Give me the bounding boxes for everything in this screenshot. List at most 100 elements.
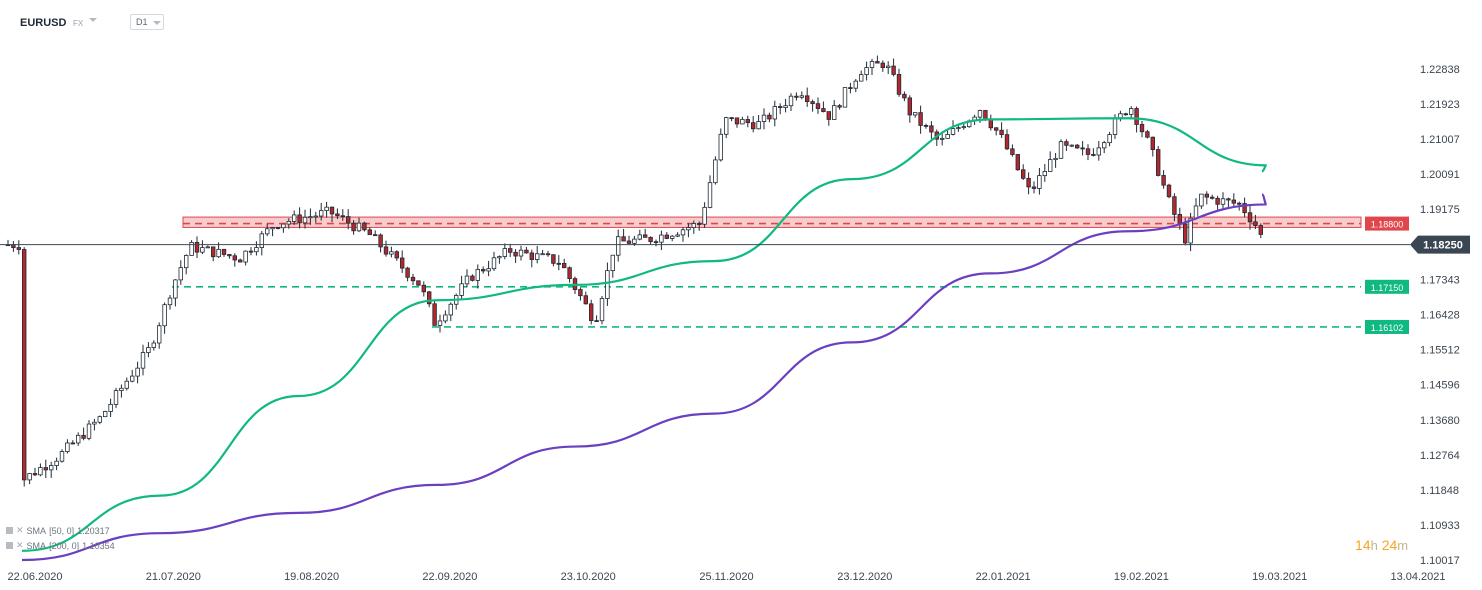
- candle: [119, 387, 124, 391]
- x-tick-label: 22.06.2020: [7, 571, 62, 583]
- candle: [880, 62, 885, 68]
- close-icon[interactable]: ✕: [16, 540, 24, 550]
- y-tick-label: 1.13680: [1420, 415, 1460, 427]
- candle: [65, 442, 70, 452]
- candle: [718, 133, 723, 161]
- candle: [956, 127, 961, 130]
- x-tick-label: 22.09.2020: [422, 571, 477, 583]
- candle: [1134, 108, 1139, 125]
- sma50-line: [21, 117, 1268, 552]
- candle: [243, 250, 248, 263]
- candle: [200, 247, 205, 253]
- candle: [221, 248, 227, 255]
- candle: [686, 227, 691, 231]
- y-tick-label: 1.19175: [1420, 204, 1460, 216]
- candle: [1069, 144, 1074, 147]
- candle: [86, 423, 92, 439]
- candle: [853, 80, 858, 89]
- settings-icon[interactable]: [6, 542, 13, 549]
- current-price-label: 1.18250: [1423, 240, 1463, 252]
- chevron-down-icon[interactable]: [89, 18, 97, 22]
- candle: [480, 269, 486, 272]
- y-tick-label: 1.14596: [1420, 380, 1460, 392]
- candle: [156, 325, 162, 344]
- candle: [945, 134, 950, 139]
- candle: [724, 117, 729, 135]
- candle: [178, 267, 183, 281]
- timeframe-select[interactable]: D1: [130, 14, 164, 30]
- candle-countdown: 14h 24m: [1355, 537, 1408, 553]
- candle: [691, 223, 696, 229]
- legend-sma200[interactable]: ✕ SMA [200, 0] 1.10354: [6, 540, 115, 551]
- candle: [1215, 197, 1220, 205]
- candle: [1253, 221, 1258, 226]
- candle: [43, 467, 48, 471]
- symbol-label[interactable]: EURUSD: [20, 17, 67, 29]
- candle: [49, 465, 54, 471]
- candle: [1112, 118, 1118, 135]
- candle: [54, 460, 59, 466]
- settings-icon[interactable]: [6, 527, 13, 534]
- candle: [551, 254, 556, 264]
- candle: [1193, 205, 1199, 219]
- countdown-minutes-unit: m: [1397, 538, 1409, 553]
- candle: [113, 390, 119, 405]
- candle: [389, 251, 394, 255]
- candle: [324, 206, 329, 212]
- candle: [1053, 157, 1058, 161]
- candle: [32, 473, 38, 476]
- candle: [399, 257, 405, 269]
- chevron-down-icon: [153, 21, 161, 25]
- candle: [810, 101, 815, 105]
- candle: [264, 228, 270, 235]
- candle: [210, 246, 216, 258]
- candle: [1150, 136, 1155, 150]
- candle: [335, 213, 340, 217]
- candle: [664, 234, 669, 239]
- candle: [659, 234, 664, 243]
- candle: [205, 246, 210, 249]
- level-tag-label: 1.18800: [1371, 220, 1404, 230]
- candle: [1129, 108, 1134, 115]
- candle: [151, 342, 156, 348]
- candle: [913, 112, 918, 116]
- candle: [1177, 214, 1182, 225]
- candle: [92, 421, 97, 425]
- candle: [1220, 198, 1226, 205]
- candle: [378, 234, 383, 248]
- candle: [761, 114, 767, 122]
- candle: [875, 61, 880, 64]
- candle: [999, 129, 1004, 136]
- candle: [540, 253, 545, 256]
- candle: [173, 279, 178, 299]
- y-tick-label: 1.20091: [1420, 169, 1460, 181]
- candle: [1166, 184, 1172, 198]
- legend-sma50[interactable]: ✕ SMA [50, 0] 1.20317: [6, 525, 110, 536]
- close-icon[interactable]: ✕: [16, 525, 24, 535]
- x-tick-label: 13.04.2021: [1390, 571, 1445, 583]
- candle: [146, 347, 151, 353]
- candle: [227, 254, 232, 257]
- x-tick-label: 23.12.2020: [837, 571, 892, 583]
- candle: [610, 254, 615, 272]
- candle: [124, 380, 129, 389]
- candle: [248, 250, 254, 253]
- candle: [842, 87, 848, 108]
- candle: [524, 249, 529, 254]
- candle: [950, 128, 956, 135]
- candle: [81, 434, 86, 439]
- candle: [302, 216, 308, 224]
- candle: [740, 119, 745, 125]
- candle: [513, 251, 518, 257]
- candle: [788, 95, 794, 107]
- chart-toolbar: EURUSD FX D1: [0, 0, 1482, 44]
- market-label: FX: [73, 19, 84, 28]
- candle: [1139, 124, 1145, 133]
- candle: [567, 267, 572, 280]
- candle: [405, 267, 410, 278]
- candle: [1048, 159, 1053, 172]
- candle: [291, 214, 297, 222]
- candle: [27, 473, 32, 481]
- candle: [470, 275, 475, 281]
